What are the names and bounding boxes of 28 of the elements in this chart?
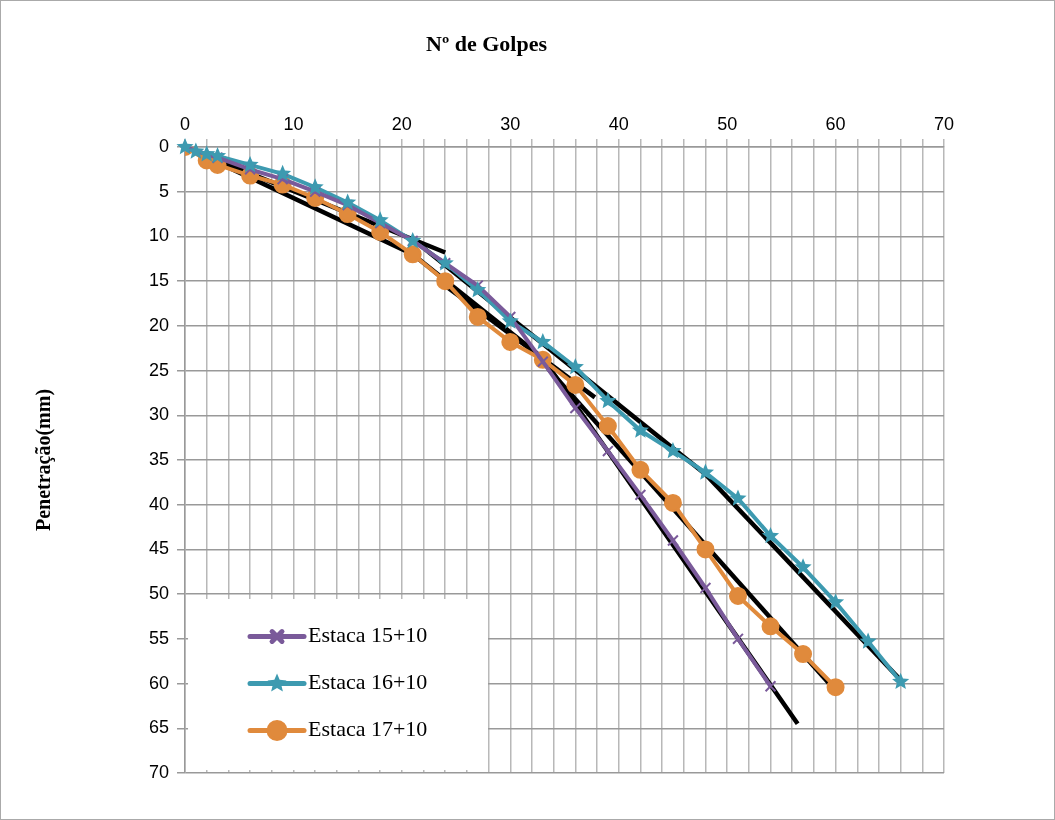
- x-tick-label: 20: [391, 114, 412, 135]
- x-tick-label: 60: [825, 114, 846, 135]
- y-tick-label: 10: [148, 225, 170, 246]
- x-tick-label: 10: [283, 114, 304, 135]
- y-tick-label: 30: [148, 404, 170, 425]
- chart-title: Nº de Golpes: [426, 30, 548, 56]
- legend-label: Estaca 16+10: [308, 669, 428, 695]
- x-tick-label: 30: [500, 114, 521, 135]
- x-tick-label: 70: [933, 114, 955, 135]
- y-tick-label: 35: [148, 448, 170, 469]
- x-tick-label: 40: [608, 114, 629, 135]
- y-axis-title: Penetração(mm): [32, 388, 56, 532]
- y-tick-label: 60: [148, 672, 170, 693]
- x-tick-label: 0: [180, 114, 191, 135]
- y-tick-label: 55: [148, 627, 170, 648]
- y-tick-label: 40: [148, 493, 170, 514]
- y-tick-label: 0: [159, 135, 170, 156]
- y-tick-label: 25: [148, 359, 170, 380]
- y-tick-label: 65: [148, 717, 170, 738]
- legend-label: Estaca 15+10: [308, 622, 428, 648]
- legend-label: Estaca 17+10: [308, 716, 428, 742]
- y-tick-label: 5: [159, 180, 170, 201]
- y-tick-label: 50: [148, 583, 170, 604]
- y-tick-label: 15: [148, 270, 170, 291]
- x-tick-label: 50: [717, 114, 738, 135]
- y-tick-label: 45: [148, 538, 170, 559]
- y-tick-label: 70: [148, 761, 170, 782]
- y-tick-label: 20: [148, 314, 170, 335]
